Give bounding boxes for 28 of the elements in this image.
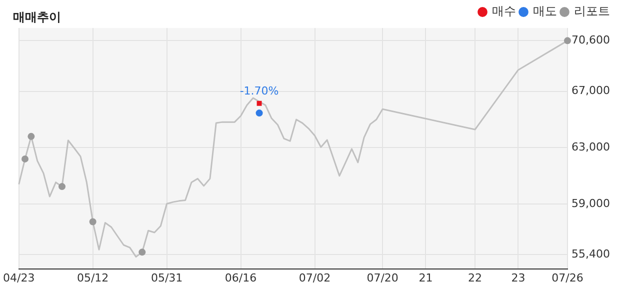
point xyxy=(138,248,146,256)
legend-label: 매수 xyxy=(492,4,516,18)
point xyxy=(28,132,35,140)
x-tick-label: 21 xyxy=(418,271,433,284)
legend-label: 매도 xyxy=(533,4,557,18)
y-tick-label: 70,600 xyxy=(572,34,610,47)
y-tick-label: 67,000 xyxy=(572,84,610,98)
point xyxy=(564,37,572,44)
annotation: -1.70% xyxy=(240,84,279,98)
y-tick-label: 59,000 xyxy=(572,196,610,210)
point xyxy=(256,100,262,106)
point xyxy=(89,218,96,226)
point xyxy=(22,155,29,162)
point xyxy=(256,110,263,117)
legend-label: 리포트 xyxy=(574,4,610,18)
x-tick-label: 05/31 xyxy=(150,271,183,284)
x-tick-label: 06/16 xyxy=(224,271,257,284)
y-tick-label: 55,400 xyxy=(572,248,610,261)
x-tick-label: 23 xyxy=(511,271,526,284)
x-tick-label: 04/23 xyxy=(3,271,35,284)
point xyxy=(58,183,66,190)
x-tick-label: 22 xyxy=(468,271,482,284)
x-tick-label: 07/02 xyxy=(298,271,331,284)
chart-title: 매매추이 xyxy=(13,9,61,26)
x-tick-label: 05/12 xyxy=(76,271,109,284)
y-tick-label: 63,000 xyxy=(572,140,610,154)
x-tick-label: 07/20 xyxy=(366,271,398,284)
x-tick-label: 07/26 xyxy=(552,271,584,284)
